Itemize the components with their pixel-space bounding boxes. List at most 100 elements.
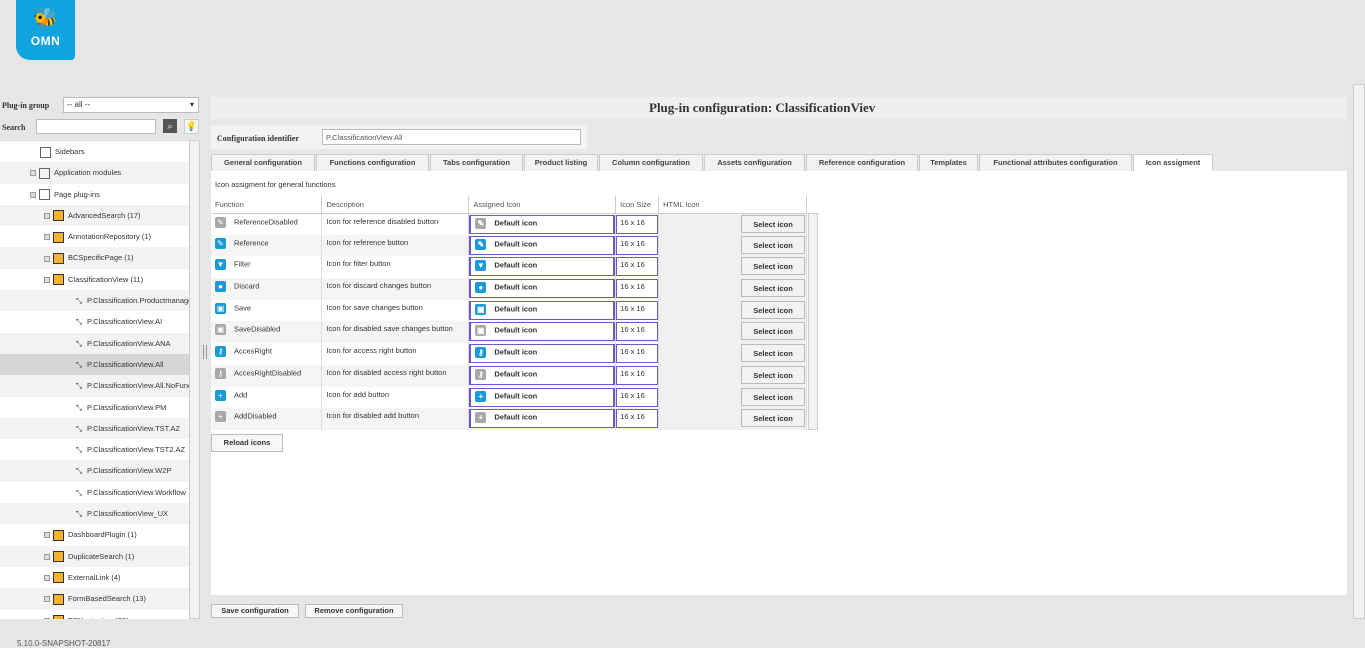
tree-item[interactable]: ExternalLink (4) (0, 567, 190, 588)
tab-icon-assigment[interactable]: Icon assigment (1133, 154, 1213, 172)
select-icon-button[interactable]: Select icon (741, 409, 805, 428)
expand-toggle-icon[interactable] (44, 574, 50, 581)
tree-item[interactable]: ⤡ P.Classification.Productmanage (0, 290, 190, 312)
folder-icon (53, 274, 64, 286)
select-icon-button[interactable]: Select icon (741, 387, 805, 406)
assigned-icon-field[interactable]: + Default icon (469, 387, 616, 407)
plugin-group-select[interactable]: -- all -- ▾ (63, 97, 199, 113)
assigned-icon-field[interactable]: ✎ Default icon (469, 214, 616, 234)
select-icon-button[interactable]: Select icon (741, 214, 805, 233)
tree-item[interactable]: FormBasedSearch (13) (0, 588, 190, 610)
expand-toggle-icon[interactable] (44, 276, 50, 283)
tab-reference-configuration[interactable]: Reference configuration (806, 154, 918, 171)
assigned-icon-field[interactable]: ▣ Default icon (469, 300, 616, 320)
expand-toggle-icon[interactable] (44, 212, 50, 219)
omn-logo[interactable]: 🐝 OMN (16, 0, 75, 60)
tree-item-label: BCSpecificPage (1) (68, 253, 134, 263)
tree-item[interactable]: ⤡ P.ClassificationView.TST.AZ (0, 417, 190, 440)
folder-icon (53, 593, 64, 605)
expand-toggle-icon[interactable] (44, 255, 50, 262)
reload-icons-button[interactable]: Reload icons (211, 434, 283, 452)
tree-scrollbar[interactable] (189, 140, 200, 619)
select-icon-button[interactable]: Select icon (741, 279, 805, 298)
tree-item[interactable]: ⤡ P.ClassificationView.All.NoFunc (0, 375, 190, 397)
tree-item[interactable]: DuplicateSearch (1) (0, 545, 190, 567)
tree-item[interactable]: ⤡ P.ClassificationView.Workflow (0, 482, 190, 503)
expand-toggle-icon[interactable] (44, 617, 50, 619)
select-icon-button[interactable]: Select icon (741, 344, 805, 363)
tab-column-configuration[interactable]: Column configuration (599, 154, 703, 171)
function-cell: ⚷ AccesRight (211, 343, 323, 365)
column-header: HTML Icon (658, 196, 807, 214)
search-input[interactable] (36, 119, 156, 134)
assigned-icon-field[interactable]: ✎ Default icon (469, 235, 616, 255)
expand-toggle-icon[interactable] (30, 170, 36, 177)
tree-item[interactable]: Page plug-ins (0, 184, 190, 205)
lightbulb-icon[interactable]: 💡 (184, 119, 199, 134)
assigned-icon-field[interactable]: + Default icon (469, 409, 616, 429)
tree-item-label: P.ClassificationView.All.NoFunc (87, 381, 190, 391)
expand-toggle-icon[interactable] (44, 532, 50, 539)
tree-item[interactable]: FSNavigation (23) (0, 610, 190, 619)
expand-toggle-icon[interactable] (44, 553, 50, 560)
description-cell: Icon for filter button (321, 256, 470, 279)
tree-item[interactable]: Application modules (0, 162, 190, 184)
splitter-handle[interactable] (203, 345, 207, 359)
expand-toggle-icon[interactable] (30, 191, 36, 198)
search-label: Search (2, 123, 26, 132)
tree-item[interactable]: ⤡ P.ClassificationView_UX (0, 503, 190, 525)
tree-item[interactable]: ⤡ P.ClassificationView.TST2.AZ (0, 439, 190, 460)
save-icon: ▣ (475, 325, 487, 337)
add-icon: + (475, 412, 487, 424)
config-id-input[interactable] (322, 129, 581, 145)
tree-item[interactable]: ⤡ P.ClassificationView.AI (0, 311, 190, 332)
plugin-leaf-icon: ⤡ (76, 359, 82, 369)
tree-item[interactable]: ⤡ P.ClassificationView.W2P (0, 460, 190, 482)
select-icon-button[interactable]: Select icon (741, 365, 805, 384)
assigned-icon-field[interactable]: ▼ Default icon (469, 257, 616, 277)
tab-templates[interactable]: Templates (919, 154, 978, 171)
description-cell: Icon for disabled add button (321, 408, 470, 430)
expand-toggle-icon[interactable] (44, 596, 50, 603)
remove-configuration-button[interactable]: Remove configuration (305, 604, 403, 618)
select-icon-button[interactable]: Select icon (741, 300, 805, 319)
select-icon-button[interactable]: Select icon (741, 235, 805, 254)
select-icon-button[interactable]: Select icon (741, 322, 805, 341)
tree-item[interactable]: AnnotationRepository (1) (0, 226, 190, 247)
tab-general-configuration[interactable]: General configuration (211, 154, 315, 171)
description-cell: Icon for reference button (321, 234, 470, 257)
plugin-group-label: Plug-in group (2, 101, 50, 110)
save-icon: ▣ (215, 324, 226, 336)
function-cell: + AddDisabled (211, 408, 323, 430)
save-configuration-button[interactable]: Save configuration (211, 604, 299, 618)
page-scrollbar[interactable] (1353, 84, 1365, 619)
expand-toggle-icon[interactable] (44, 234, 50, 241)
tree-item[interactable]: ⤡ P.ClassificationView.ANA (0, 332, 190, 354)
tree-item[interactable]: AdvancedSearch (17) (0, 204, 190, 227)
tab-functional-attributes-configuration[interactable]: Functional attributes configuration (979, 154, 1132, 171)
assigned-icon-field[interactable]: ⚷ Default icon (469, 344, 616, 364)
tab-tabs-configuration[interactable]: Tabs configuration (430, 154, 523, 171)
tree-item[interactable]: BCSpecificPage (1) (0, 247, 190, 269)
tree-item[interactable]: ClassificationView (11) (0, 269, 190, 290)
assigned-icon-field[interactable]: ● Default icon (469, 279, 616, 299)
table-scrollbar[interactable] (808, 213, 818, 430)
tree-item[interactable]: ⤡ P.ClassificationView.All (0, 353, 190, 376)
tree-item[interactable]: ⤡ P.ClassificationView.PM (0, 397, 190, 418)
function-cell: ✎ Reference (211, 234, 323, 257)
tree-item-label: Application modules (54, 168, 122, 178)
table-row: ⚷ AccesRight Icon for access right button ⚷… (211, 343, 807, 365)
function-name: Filter (234, 259, 251, 269)
description-cell: Icon for disabled save changes button (321, 321, 470, 344)
tab-assets-configuration[interactable]: Assets configuration (704, 154, 805, 171)
assigned-icon-field[interactable]: ⚷ Default icon (469, 365, 616, 385)
add-icon: + (215, 411, 226, 423)
assigned-icon-field[interactable]: ▣ Default icon (469, 322, 616, 342)
column-header: Assigned Icon (468, 196, 617, 214)
tab-product-listing[interactable]: Product listing (524, 154, 598, 171)
tab-functions-configuration[interactable]: Functions configuration (316, 154, 429, 171)
tree-item[interactable]: DashboardPlugin (1) (0, 524, 190, 545)
tree-item[interactable]: Sidebars (0, 141, 190, 162)
select-icon-button[interactable]: Select icon (741, 257, 805, 276)
search-icon[interactable]: ⌕ (163, 119, 177, 133)
